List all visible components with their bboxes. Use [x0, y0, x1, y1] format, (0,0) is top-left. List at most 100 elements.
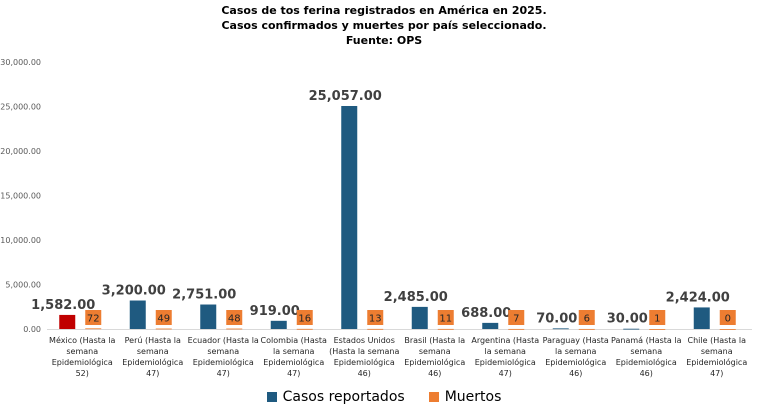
bar-casos-reportados	[552, 328, 569, 330]
x-tick-label: semana	[630, 347, 662, 356]
y-tick-label: 10,000.00	[0, 236, 41, 245]
data-label-casos: 688.00	[461, 306, 511, 321]
data-label-muertos: 13	[369, 314, 382, 325]
data-label-muertos: 49	[157, 314, 170, 325]
x-tick-label: México (Hasta la	[49, 335, 115, 345]
x-tick-label: Epidemiológica	[334, 357, 395, 367]
data-label-muertos: 6	[584, 314, 590, 325]
bar-muertos	[649, 328, 666, 330]
x-tick-label: 47)	[499, 369, 512, 378]
x-tick-label: 46)	[358, 369, 371, 378]
x-tick-label: (Hasta la semana	[329, 347, 399, 356]
x-tick-label: Epidemiológica	[686, 357, 747, 367]
data-label-casos: 2,485.00	[384, 290, 448, 305]
bar-casos-reportados	[129, 300, 146, 329]
x-tick-label: Colombia (Hasta	[261, 336, 327, 345]
data-label-muertos: 72	[87, 314, 100, 325]
bar-muertos	[437, 328, 454, 330]
x-tick-label: Ecuador (Hasta la	[188, 336, 259, 345]
x-tick-label: Epidemiológica	[193, 357, 254, 367]
data-label-box-muertos	[367, 310, 384, 325]
data-label-box-muertos	[508, 310, 525, 325]
x-tick-label: semana	[701, 347, 733, 356]
data-label-casos: 919.00	[250, 304, 300, 319]
x-tick-label: Epidemiológica	[545, 357, 606, 367]
bar-casos-reportados	[623, 328, 640, 330]
bar-muertos	[578, 328, 595, 330]
chart-legend: Casos reportados Muertos	[0, 389, 768, 405]
x-tick-label: Argentina (Hasta	[471, 336, 539, 345]
chart-subtitle: Casos confirmados y muertes por país sel…	[221, 19, 547, 32]
bar-casos-reportados	[270, 320, 287, 329]
chart-source: Fuente: OPS	[345, 34, 423, 47]
data-label-muertos: 48	[228, 314, 241, 325]
x-tick-label: Perú (Hasta la	[125, 336, 181, 345]
x-tick-label: Epidemiológica	[52, 357, 113, 367]
data-label-casos: 30.00	[607, 312, 648, 327]
x-tick-label: Estados Unidos	[334, 336, 395, 345]
x-tick-label: 47)	[217, 369, 230, 378]
x-tick-label: 46)	[428, 369, 441, 378]
legend-label-casos: Casos reportados	[282, 389, 405, 405]
bar-casos-reportados	[482, 322, 499, 329]
x-tick-label: 47)	[146, 369, 159, 378]
data-label-box-muertos	[85, 310, 102, 325]
x-tick-label: Epidemiológica	[122, 357, 183, 367]
data-label-casos: 2,424.00	[666, 290, 730, 305]
x-tick-label: Epidemiológica	[616, 357, 677, 367]
x-tick-label: semana	[66, 347, 98, 356]
data-label-box-muertos	[578, 310, 595, 325]
chart-title: Casos de tos ferina registrados en Améri…	[221, 4, 547, 17]
x-tick-label: 47)	[710, 369, 723, 378]
bar-muertos	[155, 328, 172, 330]
x-tick-label: 46)	[640, 369, 653, 378]
x-tick-label: semana	[419, 347, 451, 356]
data-label-casos: 25,057.00	[309, 89, 382, 104]
legend-label-muertos: Muertos	[444, 389, 502, 405]
y-tick-label: 15,000.00	[0, 192, 41, 201]
data-label-casos: 2,751.00	[172, 288, 236, 303]
data-label-casos: 1,582.00	[31, 298, 95, 313]
x-tick-label: 47)	[287, 369, 300, 378]
x-tick-label: Epidemiológica	[263, 357, 324, 367]
bar-casos-reportados	[341, 105, 358, 329]
bar-muertos	[719, 329, 736, 330]
data-label-box-muertos	[437, 310, 454, 325]
data-label-box-muertos	[296, 310, 313, 325]
bar-muertos	[367, 328, 384, 330]
x-tick-label: semana	[207, 347, 239, 356]
legend-item-casos: Casos reportados	[266, 389, 405, 405]
x-tick-label: Chile (Hasta la	[688, 336, 747, 345]
x-tick-label: Paraguay (Hasta	[543, 336, 609, 345]
bar-casos-reportados	[59, 314, 76, 329]
y-tick-label: 0.00	[23, 325, 41, 334]
legend-item-muertos: Muertos	[428, 389, 502, 405]
y-tick-label: 5,000.00	[5, 281, 41, 290]
data-label-box-muertos	[226, 310, 243, 325]
bar-casos-reportados	[411, 306, 428, 329]
data-label-muertos: 7	[513, 314, 519, 325]
data-label-casos: 3,200.00	[102, 284, 166, 299]
x-tick-label: 46)	[569, 369, 582, 378]
x-tick-label: Panamá (Hasta la	[611, 336, 682, 345]
bar-casos-reportados	[693, 307, 710, 329]
bar-muertos	[85, 328, 102, 330]
data-label-box-muertos	[155, 310, 172, 325]
data-label-muertos: 11	[439, 314, 452, 325]
bar-casos-reportados	[200, 304, 217, 329]
bar-muertos	[226, 328, 243, 330]
legend-swatch-muertos	[428, 392, 439, 402]
x-tick-label: la semana	[485, 347, 527, 356]
legend-swatch-casos	[266, 392, 277, 402]
x-tick-label: la semana	[273, 347, 315, 356]
data-label-muertos: 1	[654, 314, 660, 325]
chart-title-block: Casos de tos ferina registrados en Améri…	[0, 3, 768, 48]
x-tick-label: Brasil (Hasta la	[404, 336, 465, 345]
y-tick-label: 20,000.00	[0, 147, 41, 156]
data-label-box-muertos	[719, 310, 736, 325]
data-label-muertos: 16	[298, 314, 311, 325]
bar-muertos	[508, 328, 525, 330]
x-tick-label: la semana	[555, 347, 597, 356]
x-tick-label: Epidemiológica	[475, 357, 536, 367]
